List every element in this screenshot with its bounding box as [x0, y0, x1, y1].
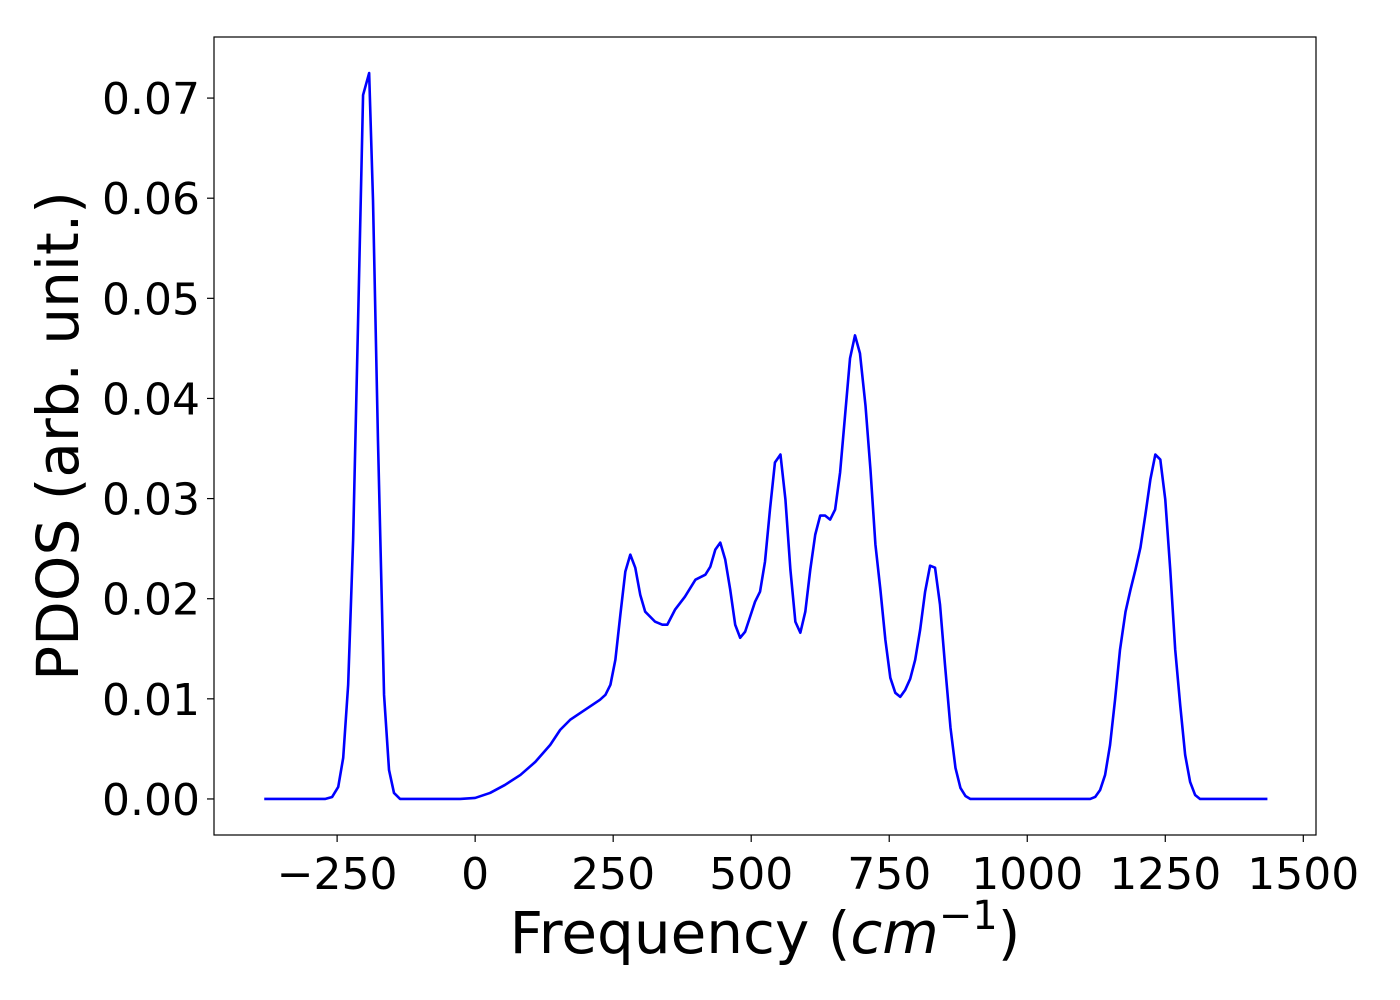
y-tick-label: 0.03 — [102, 475, 200, 526]
x-tick-label: 1250 — [1109, 849, 1221, 900]
x-tick-label: 1000 — [971, 849, 1083, 900]
x-tick-label: −250 — [277, 849, 398, 900]
y-tick-label: 0.07 — [102, 74, 200, 125]
y-tick-label: 0.06 — [102, 174, 200, 225]
x-label-unit: cm — [850, 899, 938, 967]
y-axis-label: PDOS (arb. unit.) — [24, 191, 92, 681]
x-tick-label: 1500 — [1247, 849, 1359, 900]
x-axis-label: Frequency (cm−1) — [510, 893, 1021, 967]
y-tick-label: 0.05 — [102, 274, 200, 325]
x-label-end: ) — [998, 899, 1021, 967]
x-tick-label: 250 — [571, 849, 655, 900]
x-tick-label: 0 — [461, 849, 489, 900]
x-tick-label: 750 — [847, 849, 931, 900]
x-label-text: Frequency ( — [510, 899, 851, 967]
pdos-line — [264, 71, 1268, 801]
x-label-sup: −1 — [939, 893, 998, 939]
y-tick-label: 0.02 — [102, 575, 200, 626]
x-tick-label: 500 — [709, 849, 793, 900]
y-tick-label: 0.00 — [102, 775, 200, 826]
plot-frame — [213, 36, 1317, 836]
y-tick-label: 0.04 — [102, 374, 200, 425]
y-tick-label: 0.01 — [102, 675, 200, 726]
